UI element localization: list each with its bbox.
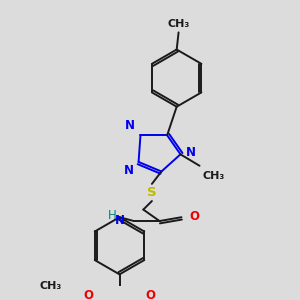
Text: CH₃: CH₃ bbox=[202, 170, 225, 181]
Text: S: S bbox=[147, 186, 157, 199]
Text: CH₃: CH₃ bbox=[39, 280, 62, 291]
Text: N: N bbox=[124, 164, 134, 177]
Text: N: N bbox=[125, 119, 135, 132]
Text: O: O bbox=[189, 210, 199, 223]
Text: O: O bbox=[84, 289, 94, 300]
Text: CH₃: CH₃ bbox=[167, 19, 190, 29]
Text: N: N bbox=[186, 146, 196, 159]
Text: H: H bbox=[108, 209, 117, 222]
Text: O: O bbox=[145, 289, 155, 300]
Text: N: N bbox=[115, 214, 125, 226]
